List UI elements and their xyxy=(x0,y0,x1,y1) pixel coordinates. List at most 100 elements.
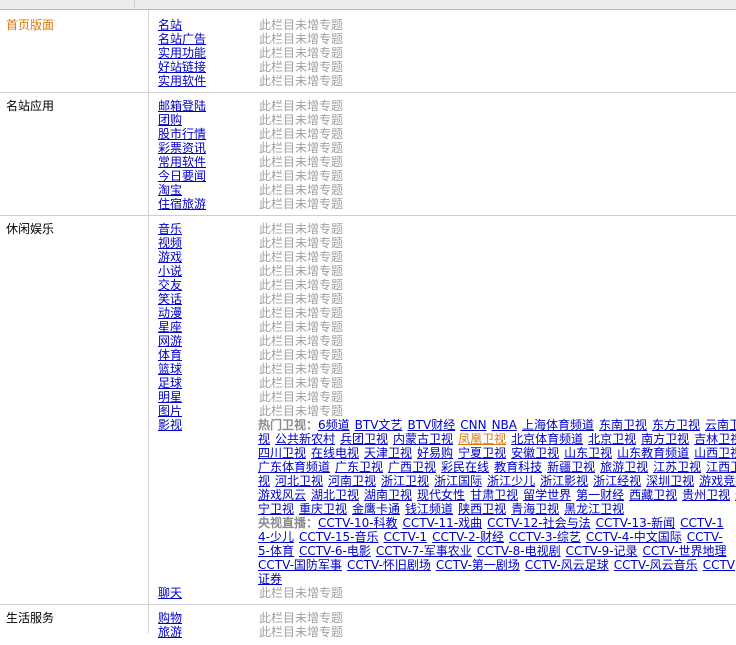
tv-channel-link[interactable]: 彩民在线 xyxy=(441,460,490,474)
tv-channel-link[interactable]: 深圳卫视 xyxy=(646,474,695,488)
category-link[interactable]: 股市行情 xyxy=(158,127,207,141)
tv-channel-link[interactable]: 浙江卫视 xyxy=(381,474,430,488)
category-link[interactable]: 名站 xyxy=(158,18,183,32)
tv-channel-link[interactable]: 天津卫视 xyxy=(364,446,413,460)
tv-channel-link[interactable]: 河北卫视 xyxy=(275,474,324,488)
tv-channel-link[interactable]: CCTV-10-科教 xyxy=(318,516,398,530)
tv-channel-link[interactable]: 游戏风云 xyxy=(258,488,307,502)
category-link[interactable]: 常用软件 xyxy=(158,155,207,169)
tv-channel-link[interactable]: 北京卫视 xyxy=(588,432,637,446)
tv-channel-link[interactable]: 留学世界 xyxy=(523,488,572,502)
tv-channel-link[interactable]: 甘肃卫视 xyxy=(470,488,519,502)
category-link[interactable]: 名站广告 xyxy=(158,32,207,46)
tv-channel-link[interactable]: CCTV-7-军事农业 xyxy=(375,544,472,558)
category-link[interactable]: 住宿旅游 xyxy=(158,197,207,211)
section-title[interactable]: 首页版面 xyxy=(6,18,55,32)
tv-channel-link[interactable]: CCTV-1 xyxy=(680,516,724,530)
category-link[interactable]: 实用功能 xyxy=(158,46,207,60)
category-link[interactable]: 星座 xyxy=(158,320,183,334)
category-link[interactable]: 图片 xyxy=(158,404,183,418)
tv-channel-link[interactable]: CCTV-国防军事 xyxy=(258,558,342,572)
tv-channel-link[interactable]: 浙江少儿 xyxy=(487,474,536,488)
tv-channel-link[interactable]: 河南卫视 xyxy=(328,474,377,488)
category-link[interactable]: 网游 xyxy=(158,334,183,348)
tv-channel-link[interactable]: 内蒙古卫视 xyxy=(393,432,454,446)
tv-channel-link[interactable]: 东方卫视 xyxy=(652,418,701,432)
top-tab[interactable] xyxy=(0,0,135,8)
tv-channel-link[interactable]: 凤凰卫视 xyxy=(458,432,507,446)
tv-channel-link[interactable]: 东南卫视 xyxy=(599,418,648,432)
tv-channel-link[interactable]: 上海体育频道 xyxy=(521,418,594,432)
category-link[interactable]: 今日要闻 xyxy=(158,169,207,183)
tv-channel-link[interactable]: BTV财经 xyxy=(407,418,456,432)
tv-channel-link[interactable]: 宁夏卫视 xyxy=(458,446,507,460)
tv-channel-link[interactable]: 教育科技 xyxy=(494,460,543,474)
tv-channel-link[interactable]: 旅游卫视 xyxy=(600,460,649,474)
tv-channel-link[interactable]: 公共新农村 xyxy=(275,432,336,446)
tv-channel-link[interactable]: 山西卫视 xyxy=(694,446,736,460)
tv-channel-link[interactable]: 现代女性 xyxy=(417,488,466,502)
tv-channel-link[interactable]: 宁卫视 xyxy=(258,502,295,516)
tv-channel-link[interactable]: 湖北卫视 xyxy=(311,488,360,502)
tv-channel-link[interactable]: 贵州卫视 xyxy=(682,488,731,502)
tv-channel-link[interactable]: CCTV-11-戏曲 xyxy=(402,516,483,530)
category-link[interactable]: 团购 xyxy=(158,113,183,127)
category-link[interactable]: 游戏 xyxy=(158,250,183,264)
category-link[interactable]: 明星 xyxy=(158,390,183,404)
category-link[interactable]: 动漫 xyxy=(158,306,183,320)
tv-channel-link[interactable]: CCTV-15-音乐 xyxy=(298,530,379,544)
category-link[interactable]: 视频 xyxy=(158,236,183,250)
category-link[interactable]: 音乐 xyxy=(158,222,183,236)
tv-channel-link[interactable]: 青海卫视 xyxy=(511,502,560,516)
category-link[interactable]: 旅游 xyxy=(158,625,183,639)
category-link[interactable]: 好站链接 xyxy=(158,60,207,74)
tv-channel-link[interactable]: 证券 xyxy=(258,572,283,586)
tv-channel-link[interactable]: 湖南卫视 xyxy=(364,488,413,502)
tv-channel-link[interactable]: 广东体育频道 xyxy=(258,460,331,474)
tv-channel-link[interactable]: 江西卫 xyxy=(706,460,736,474)
category-link[interactable]: 足球 xyxy=(158,376,183,390)
tv-channel-link[interactable]: BTV文艺 xyxy=(354,418,403,432)
tv-channel-link[interactable]: NBA xyxy=(491,418,517,432)
category-link[interactable]: 购物 xyxy=(158,611,183,625)
tv-channel-link[interactable]: 浙江经视 xyxy=(593,474,642,488)
category-link[interactable]: 笑话 xyxy=(158,292,183,306)
tv-channel-link[interactable]: CCTV-风云音乐 xyxy=(613,558,698,572)
tv-channel-link[interactable]: CCTV-第一剧场 xyxy=(435,558,520,572)
tv-channel-link[interactable]: CNN xyxy=(460,418,487,432)
category-link[interactable]: 淘宝 xyxy=(158,183,183,197)
category-link[interactable]: 篮球 xyxy=(158,362,183,376)
tv-channel-link[interactable]: 南方卫视 xyxy=(641,432,690,446)
tv-channel-link[interactable]: CCTV-4-中文国际 xyxy=(585,530,682,544)
tv-channel-link[interactable]: 四川卫视 xyxy=(258,446,307,460)
category-link[interactable]: 体育 xyxy=(158,348,183,362)
tv-channel-link[interactable]: CCTV-6-电影 xyxy=(298,544,371,558)
tv-channel-link[interactable]: 吉林卫视 xyxy=(694,432,736,446)
tv-channel-link[interactable]: 第一财经 xyxy=(576,488,625,502)
tv-channel-link[interactable]: 4-少儿 xyxy=(258,530,294,544)
tv-channel-link[interactable]: 江苏卫视 xyxy=(653,460,702,474)
tv-channel-link[interactable]: CCTV-风云足球 xyxy=(524,558,609,572)
tv-channel-link[interactable]: 在线电视 xyxy=(311,446,360,460)
tv-channel-link[interactable]: 黑龙江卫视 xyxy=(564,502,625,516)
tv-channel-link[interactable]: 浙江影视 xyxy=(540,474,589,488)
tv-channel-link[interactable]: CCTV-13-新闻 xyxy=(595,516,676,530)
tv-channel-link[interactable]: CCTV xyxy=(702,558,735,572)
tv-channel-link[interactable]: CCTV-世界地理 xyxy=(642,544,727,558)
tv-channel-link[interactable]: 视 xyxy=(258,432,271,446)
tv-channel-link[interactable]: CCTV-1 xyxy=(383,530,428,544)
category-link[interactable]: 实用软件 xyxy=(158,74,207,88)
tv-channel-link[interactable]: 广西卫视 xyxy=(388,460,437,474)
tv-channel-link[interactable]: 山东卫视 xyxy=(564,446,613,460)
section-title[interactable]: 休闲娱乐 xyxy=(6,222,55,236)
category-link[interactable]: 彩票资讯 xyxy=(158,141,207,155)
tv-channel-link[interactable]: 浙江国际 xyxy=(434,474,483,488)
category-link[interactable]: 小说 xyxy=(158,264,183,278)
tv-channel-link[interactable]: CCTV-3-综艺 xyxy=(508,530,581,544)
section-title[interactable]: 生活服务 xyxy=(6,611,55,625)
category-link[interactable]: 交友 xyxy=(158,278,183,292)
tv-channel-link[interactable]: 安徽卫视 xyxy=(511,446,560,460)
tv-channel-link[interactable]: CCTV-9-记录 xyxy=(565,544,638,558)
tv-channel-link[interactable]: CCTV- xyxy=(686,530,723,544)
tv-channel-link[interactable]: 山东教育频道 xyxy=(617,446,690,460)
